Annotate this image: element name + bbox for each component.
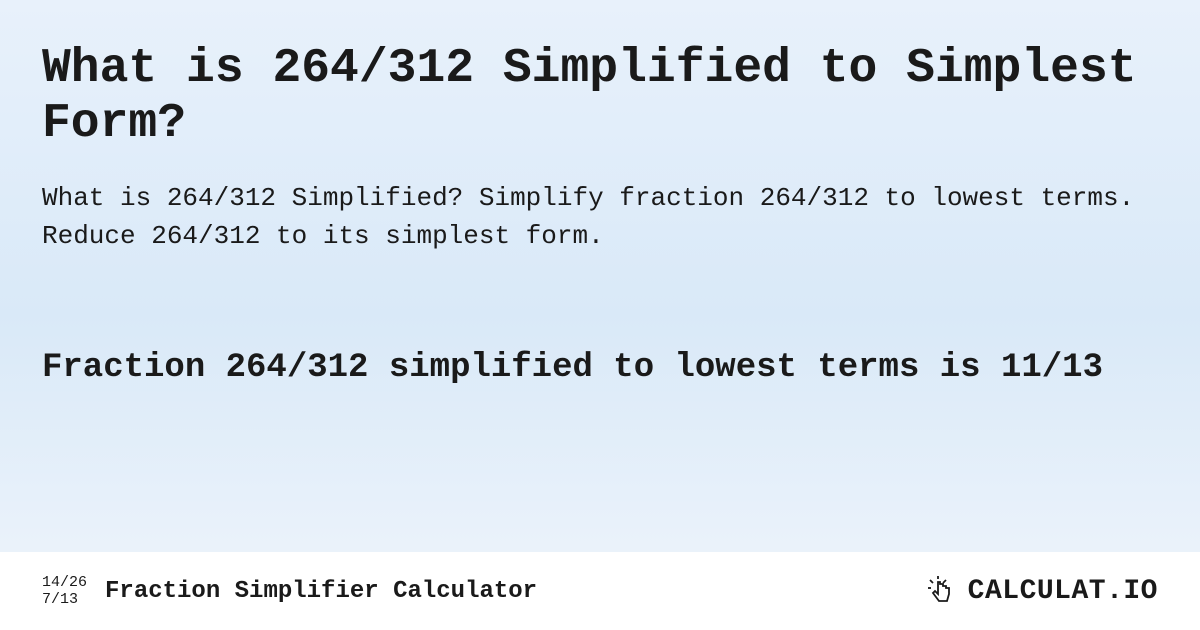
result-text: Fraction 264/312 simplified to lowest te… bbox=[42, 346, 1158, 392]
logo-fractions-icon: 14/26 7/13 bbox=[42, 574, 87, 609]
calculator-name: Fraction Simplifier Calculator bbox=[105, 578, 537, 605]
logo-fraction-bottom: 7/13 bbox=[42, 591, 87, 608]
brand-text: CALCULAT.IO bbox=[968, 576, 1158, 607]
hand-click-icon bbox=[924, 574, 958, 608]
footer-right: CALCULAT.IO bbox=[924, 574, 1158, 608]
logo-fraction-top: 14/26 bbox=[42, 574, 87, 591]
footer-left: 14/26 7/13 Fraction Simplifier Calculato… bbox=[42, 574, 537, 609]
footer: 14/26 7/13 Fraction Simplifier Calculato… bbox=[0, 552, 1200, 630]
main-content: What is 264/312 Simplified to Simplest F… bbox=[0, 0, 1200, 392]
description-text: What is 264/312 Simplified? Simplify fra… bbox=[42, 180, 1158, 255]
page-title: What is 264/312 Simplified to Simplest F… bbox=[42, 42, 1158, 152]
